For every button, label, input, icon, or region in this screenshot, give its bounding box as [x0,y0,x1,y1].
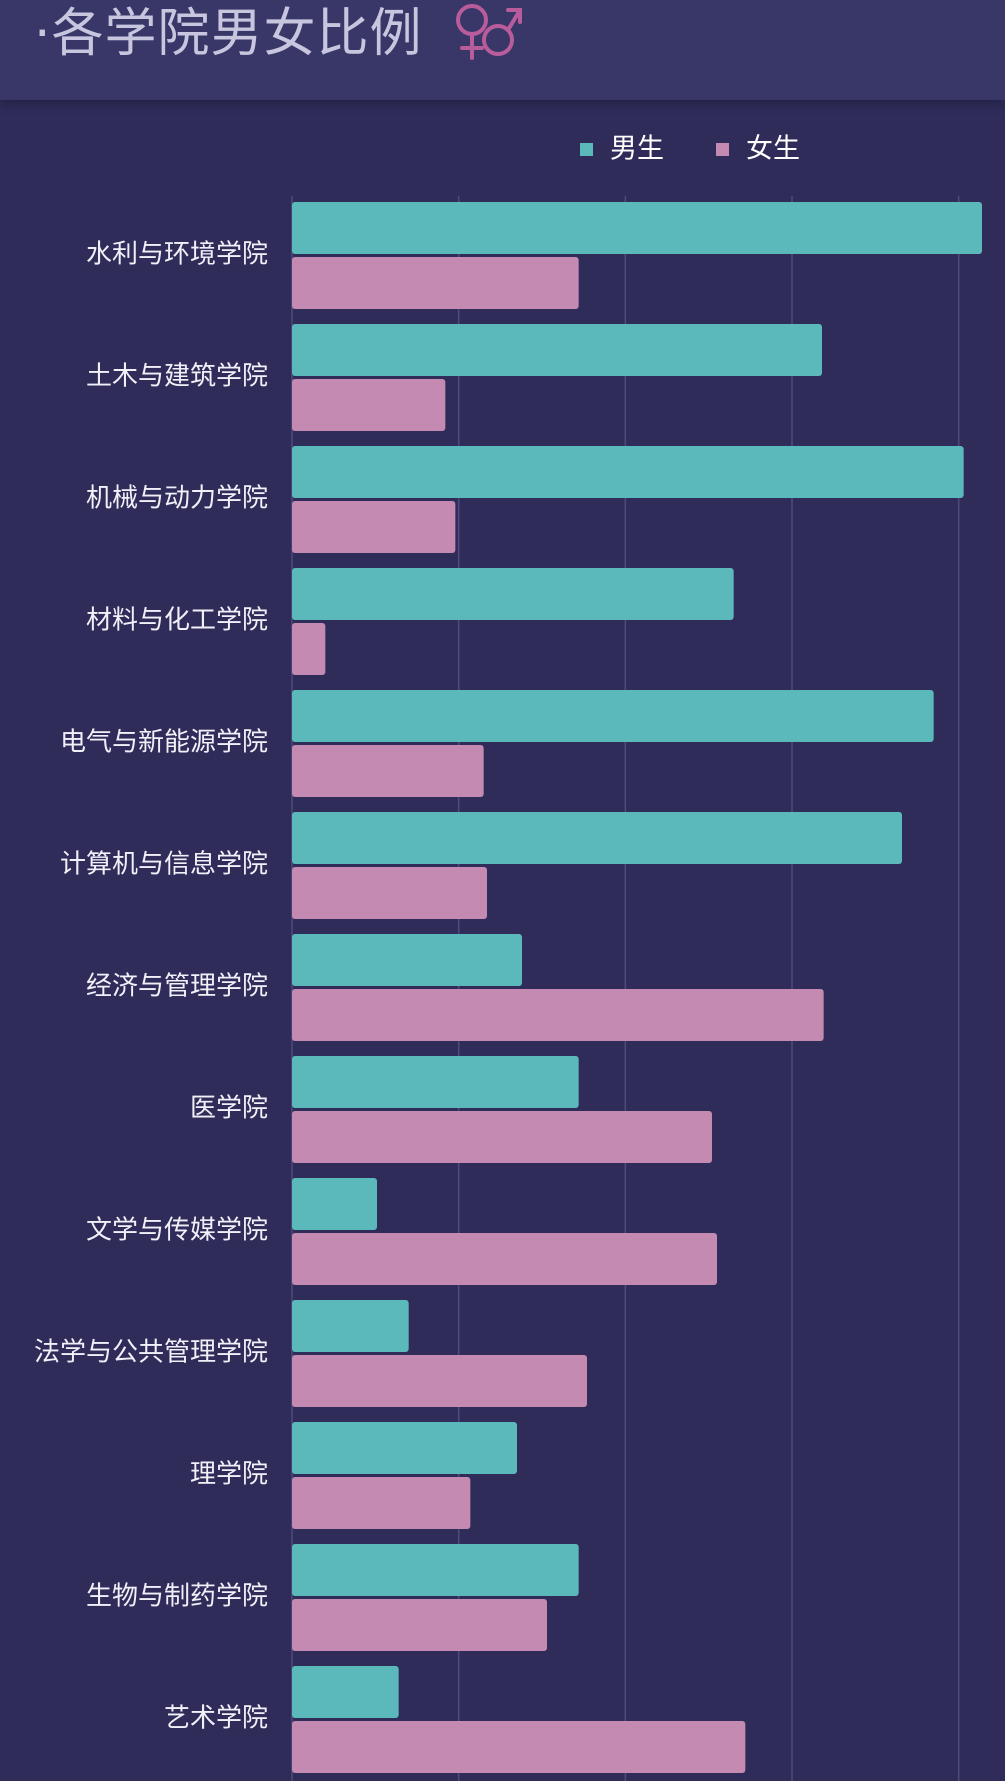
male-bar-13 [292,1666,399,1718]
male-bar-12 [292,1544,579,1596]
male-bar-4 [292,568,734,620]
female-bar-3 [292,501,456,553]
gridlines [291,196,960,1781]
male-bar-9 [292,1178,377,1230]
female-bar-2 [292,379,446,431]
female-bar-12 [292,1599,547,1651]
male-bar-11 [292,1422,517,1474]
bar-chart: 水利与环境学院土木与建筑学院机械与动力学院材料与化工学院电气与新能源学院计算机与… [34,134,982,1781]
male-bar-1 [292,202,982,254]
header-bar: ·各学院男女比例 [0,0,1005,100]
male-bar-5 [292,690,934,742]
category-label-7: 经济与管理学院 [86,972,268,1002]
female-bar-8 [292,1111,712,1163]
legend-swatch-female [716,143,729,156]
female-bar-5 [292,745,484,797]
category-label-2: 土木与建筑学院 [86,362,268,392]
legend-swatch-male [580,143,593,156]
male-bar-6 [292,812,902,864]
bars [292,202,982,1773]
male-bar-8 [292,1056,579,1108]
page-title: ·各学院男女比例 [34,4,423,64]
female-bar-11 [292,1477,471,1529]
category-label-6: 计算机与信息学院 [60,850,268,880]
category-label-11: 理学院 [190,1460,268,1490]
male-bar-3 [292,446,964,498]
category-label-13: 艺术学院 [164,1704,268,1734]
category-label-5: 电气与新能源学院 [60,728,268,758]
venus-mars-icon [456,4,522,60]
category-label-10: 法学与公共管理学院 [34,1338,268,1368]
category-label-9: 文学与传媒学院 [86,1216,268,1246]
male-bar-2 [292,324,822,376]
female-bar-4 [292,623,326,675]
female-bar-13 [292,1721,746,1773]
legend-label-male[interactable]: 男生 [610,134,664,165]
category-labels: 水利与环境学院土木与建筑学院机械与动力学院材料与化工学院电气与新能源学院计算机与… [34,240,268,1734]
category-label-3: 机械与动力学院 [86,484,268,514]
category-label-12: 生物与制药学院 [86,1582,268,1612]
category-label-8: 医学院 [190,1094,268,1124]
female-bar-6 [292,867,487,919]
legend-label-female[interactable]: 女生 [746,134,800,165]
female-bar-9 [292,1233,717,1285]
male-bar-7 [292,934,522,986]
female-bar-7 [292,989,824,1041]
legend: 男生 女生 [580,134,800,165]
category-label-1: 水利与环境学院 [86,240,268,270]
female-bar-1 [292,257,579,309]
female-bar-10 [292,1355,587,1407]
male-bar-10 [292,1300,409,1352]
category-label-4: 材料与化工学院 [86,606,268,636]
